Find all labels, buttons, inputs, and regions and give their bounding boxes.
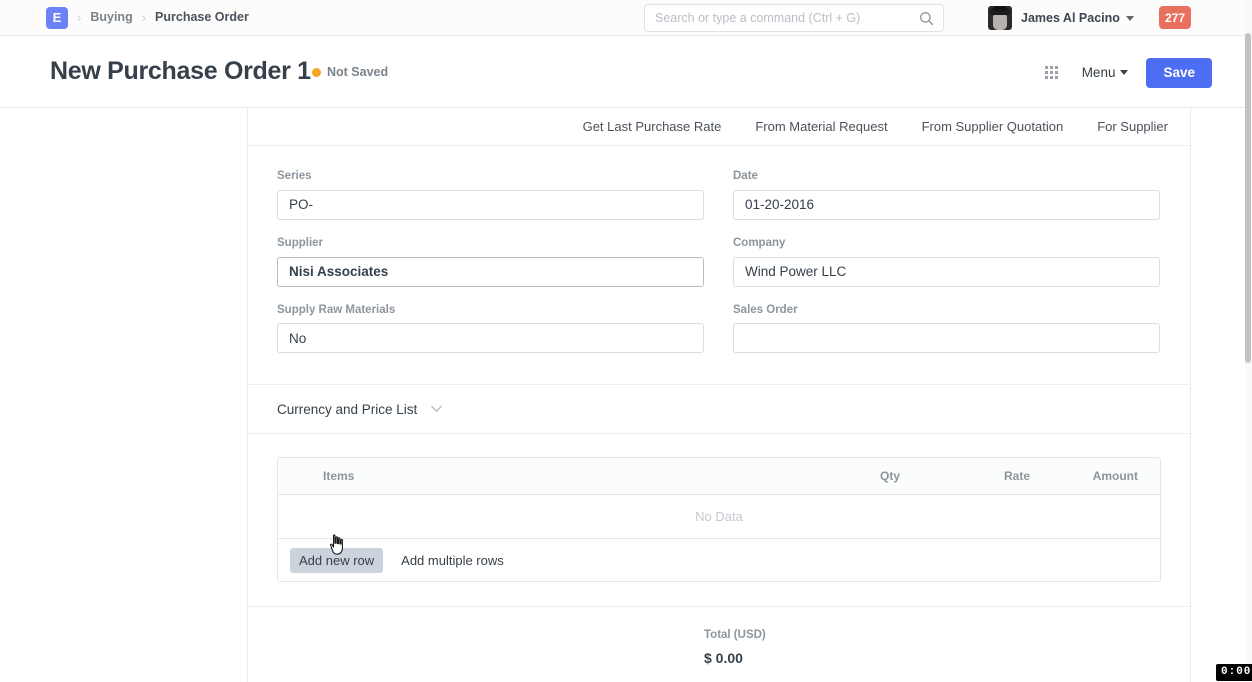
field-label-series: Series bbox=[277, 170, 312, 182]
breadcrumb-item-buying[interactable]: Buying bbox=[90, 10, 133, 25]
form-fields: Series Supplier Supply Raw Materials Dat… bbox=[248, 146, 1190, 384]
chevron-down-icon bbox=[1120, 70, 1129, 76]
field-label-supply-raw-materials: Supply Raw Materials bbox=[277, 303, 396, 316]
app-logo[interactable]: E bbox=[46, 6, 68, 29]
form-column-left: Series Supplier Supply Raw Materials bbox=[277, 170, 704, 370]
section-divider bbox=[248, 384, 1190, 386]
field-supplier: Supplier bbox=[277, 237, 704, 287]
supplier-input[interactable] bbox=[277, 256, 704, 287]
scrollbar-thumb[interactable] bbox=[1245, 33, 1251, 363]
save-button[interactable]: Save bbox=[1146, 58, 1212, 88]
link-get-last-purchase-rate[interactable]: Get Last Purchase Rate bbox=[582, 119, 722, 134]
status-label: Not Saved bbox=[327, 65, 389, 79]
column-header-amount: Amount bbox=[1092, 469, 1138, 484]
vertical-scrollbar[interactable] bbox=[1245, 0, 1252, 682]
search-input[interactable] bbox=[645, 5, 919, 31]
user-menu[interactable]: James Al Pacino bbox=[988, 0, 1134, 36]
menu-button-label: Menu bbox=[1081, 65, 1116, 80]
notification-badge[interactable]: 277 bbox=[1159, 6, 1192, 29]
date-input[interactable] bbox=[733, 189, 1160, 220]
section-divider-2 bbox=[248, 433, 1190, 435]
grid-icon[interactable] bbox=[1044, 66, 1058, 80]
chevron-down-icon[interactable] bbox=[1125, 15, 1134, 21]
column-header-rate: Rate bbox=[1003, 469, 1030, 484]
screen-recording-timer: 0:00 bbox=[1216, 664, 1252, 682]
items-grid-header: Items Qty Rate Amount bbox=[278, 458, 1160, 496]
totals-section: Total (USD) $ 0.00 bbox=[248, 607, 1190, 667]
column-header-qty: Qty bbox=[879, 469, 900, 484]
breadcrumb-separator-1: › bbox=[77, 10, 82, 25]
field-label-sales-order: Sales Order bbox=[733, 303, 798, 316]
field-label-supplier: Supplier bbox=[277, 236, 324, 249]
form-column-right: Date Company Sales Order bbox=[733, 170, 1160, 370]
currency-price-list-label: Currency and Price List bbox=[277, 401, 418, 417]
breadcrumb-separator-2: › bbox=[141, 10, 147, 25]
items-grid-wrap: Items Qty Rate Amount No Data Add new ro… bbox=[248, 434, 1190, 583]
column-header-items: Items bbox=[323, 469, 355, 484]
field-label-company: Company bbox=[733, 236, 786, 249]
add-multiple-rows-button[interactable]: Add multiple rows bbox=[401, 552, 504, 568]
currency-price-list-section-toggle[interactable]: Currency and Price List bbox=[248, 385, 1190, 433]
supply-raw-materials-input[interactable] bbox=[277, 323, 704, 354]
chevron-down-icon[interactable] bbox=[430, 405, 443, 413]
status-dot-icon bbox=[312, 67, 321, 77]
page-header: New Purchase Order 1 Not Saved Menu Save bbox=[0, 36, 1245, 108]
link-from-supplier-quotation[interactable]: From Supplier Quotation bbox=[921, 119, 1064, 134]
page-body: Get Last Purchase Rate From Material Req… bbox=[0, 108, 1245, 682]
link-from-material-request[interactable]: From Material Request bbox=[755, 119, 888, 134]
page-title: New Purchase Order 1 bbox=[50, 57, 311, 85]
items-grid-footer: Add new row Add multiple rows bbox=[278, 539, 1160, 582]
sales-order-input[interactable] bbox=[733, 323, 1160, 354]
breadcrumb-item-purchase-order[interactable]: Purchase Order bbox=[155, 10, 249, 25]
items-grid: Items Qty Rate Amount No Data Add new ro… bbox=[277, 457, 1161, 583]
field-company: Company bbox=[733, 237, 1160, 287]
items-grid-empty-state: No Data bbox=[278, 495, 1160, 540]
header-actions: Menu Save bbox=[1044, 58, 1212, 88]
form-card: Get Last Purchase Rate From Material Req… bbox=[247, 108, 1191, 682]
field-supply-raw-materials: Supply Raw Materials bbox=[277, 304, 704, 354]
top-navbar: E › Buying › Purchase Order James Al Pac… bbox=[0, 0, 1245, 36]
total-value: $ 0.00 bbox=[704, 650, 743, 667]
status-badge: Not Saved bbox=[312, 66, 388, 79]
total-label: Total (USD) bbox=[704, 629, 766, 642]
user-name: James Al Pacino bbox=[1021, 10, 1120, 25]
field-label-date: Date bbox=[733, 170, 758, 182]
company-input[interactable] bbox=[733, 256, 1160, 287]
totals-divider bbox=[248, 606, 1190, 608]
add-new-row-button[interactable]: Add new row bbox=[290, 547, 384, 573]
menu-button[interactable]: Menu bbox=[1082, 66, 1129, 80]
search-icon[interactable] bbox=[919, 11, 934, 26]
field-sales-order: Sales Order bbox=[733, 304, 1160, 354]
field-date: Date bbox=[733, 170, 1160, 220]
global-search[interactable] bbox=[644, 4, 944, 32]
form-toolbar-links: Get Last Purchase Rate From Material Req… bbox=[248, 108, 1190, 146]
avatar bbox=[988, 6, 1012, 30]
field-series: Series bbox=[277, 170, 704, 220]
series-input[interactable] bbox=[277, 189, 704, 220]
link-for-supplier[interactable]: For Supplier bbox=[1097, 119, 1168, 134]
